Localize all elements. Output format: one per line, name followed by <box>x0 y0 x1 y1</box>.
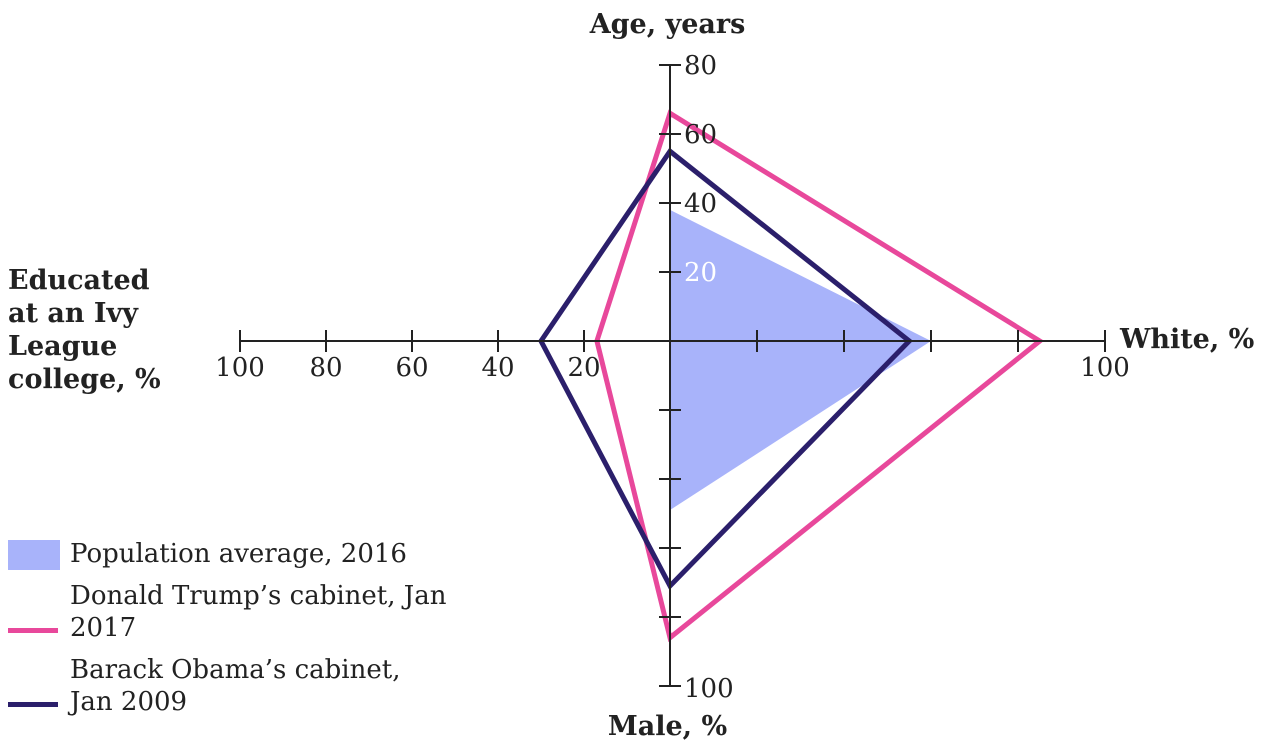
area <box>670 209 931 511</box>
tick-label: 100 <box>684 674 734 704</box>
tick-label: 80 <box>684 51 717 81</box>
tick-label: 20 <box>567 353 600 383</box>
tick-label: 100 <box>1080 353 1130 383</box>
legend-swatch <box>8 540 60 570</box>
tick-label: 80 <box>309 353 342 383</box>
tick-label: 60 <box>684 120 717 150</box>
legend: Population average, 2016 Donald Trump’s c… <box>8 538 468 728</box>
axis-title: Male, % <box>607 711 728 742</box>
tick-label: 60 <box>395 353 428 383</box>
axis-title: Age, years <box>589 9 746 40</box>
legend-label: Donald Trump’s cabinet, Jan 2017 <box>70 581 447 643</box>
legend-item: Donald Trump’s cabinet, Jan 2017 <box>8 580 468 644</box>
legend-label: Population average, 2016 <box>70 539 407 569</box>
tick-label: 100 <box>215 353 265 383</box>
legend-item: Population average, 2016 <box>8 538 468 570</box>
legend-item: Barack Obama’s cabinet, Jan 2009 <box>8 654 468 718</box>
legend-swatch <box>8 628 58 633</box>
legend-swatch <box>8 702 58 707</box>
axis-title: White, % <box>1120 324 1255 355</box>
tick-label: 20 <box>684 258 717 288</box>
tick-label: 40 <box>684 189 717 219</box>
tick-label: 40 <box>481 353 514 383</box>
legend-label: Barack Obama’s cabinet, Jan 2009 <box>70 655 401 717</box>
axis-title: Educated at an Ivy League college, % <box>8 265 161 395</box>
